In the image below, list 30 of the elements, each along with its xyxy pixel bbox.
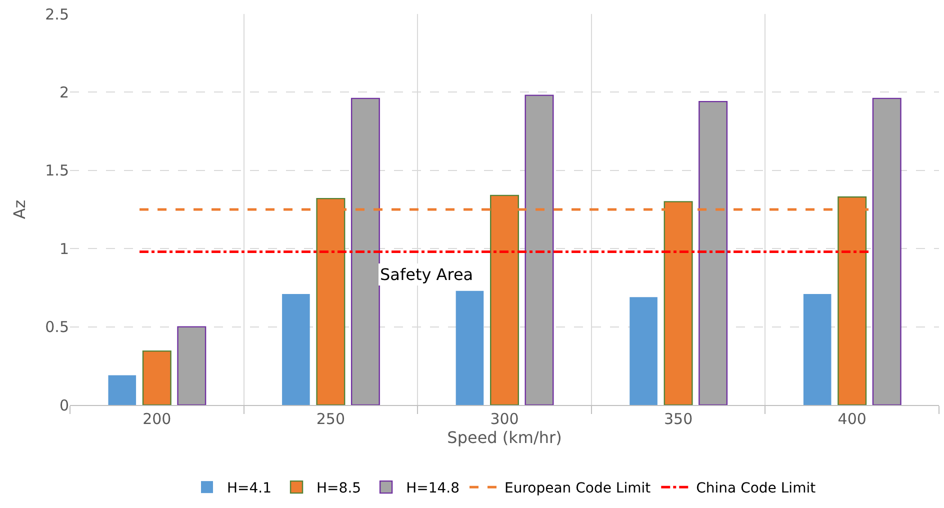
y-tick-label: 0.5	[45, 318, 69, 336]
bar	[803, 294, 832, 405]
bar	[282, 294, 310, 405]
legend-label: China Code Limit	[696, 480, 816, 497]
y-tick-label: 1	[59, 240, 69, 258]
annotation: Safety Area	[380, 265, 474, 284]
bar	[630, 297, 658, 405]
bar	[456, 290, 484, 405]
bar	[108, 375, 136, 405]
x-tick-label: 350	[664, 410, 693, 428]
legend-label: H=14.8	[406, 480, 460, 497]
y-tick-label: 2.5	[45, 5, 69, 24]
y-axis-title: Az	[10, 200, 30, 220]
y-tick-label: 0	[59, 396, 69, 414]
x-tick-label: 300	[490, 410, 519, 428]
x-tick-label: 400	[838, 410, 866, 428]
bar	[142, 350, 172, 405]
x-tick-label: 200	[142, 410, 172, 428]
bar	[524, 94, 554, 405]
legend-label: H=4.1	[227, 480, 272, 497]
bar	[698, 100, 728, 405]
y-tick-label: 2	[59, 83, 69, 102]
bar	[872, 98, 902, 405]
x-axis-title: Speed (km/hr)	[447, 428, 562, 447]
legend-label: H=8.5	[316, 480, 362, 497]
x-tick-label: 250	[316, 410, 346, 428]
legend-label: European Code Limit	[504, 480, 652, 497]
bar	[350, 98, 380, 405]
bar	[177, 326, 206, 405]
y-tick-label: 1.5	[45, 162, 69, 180]
